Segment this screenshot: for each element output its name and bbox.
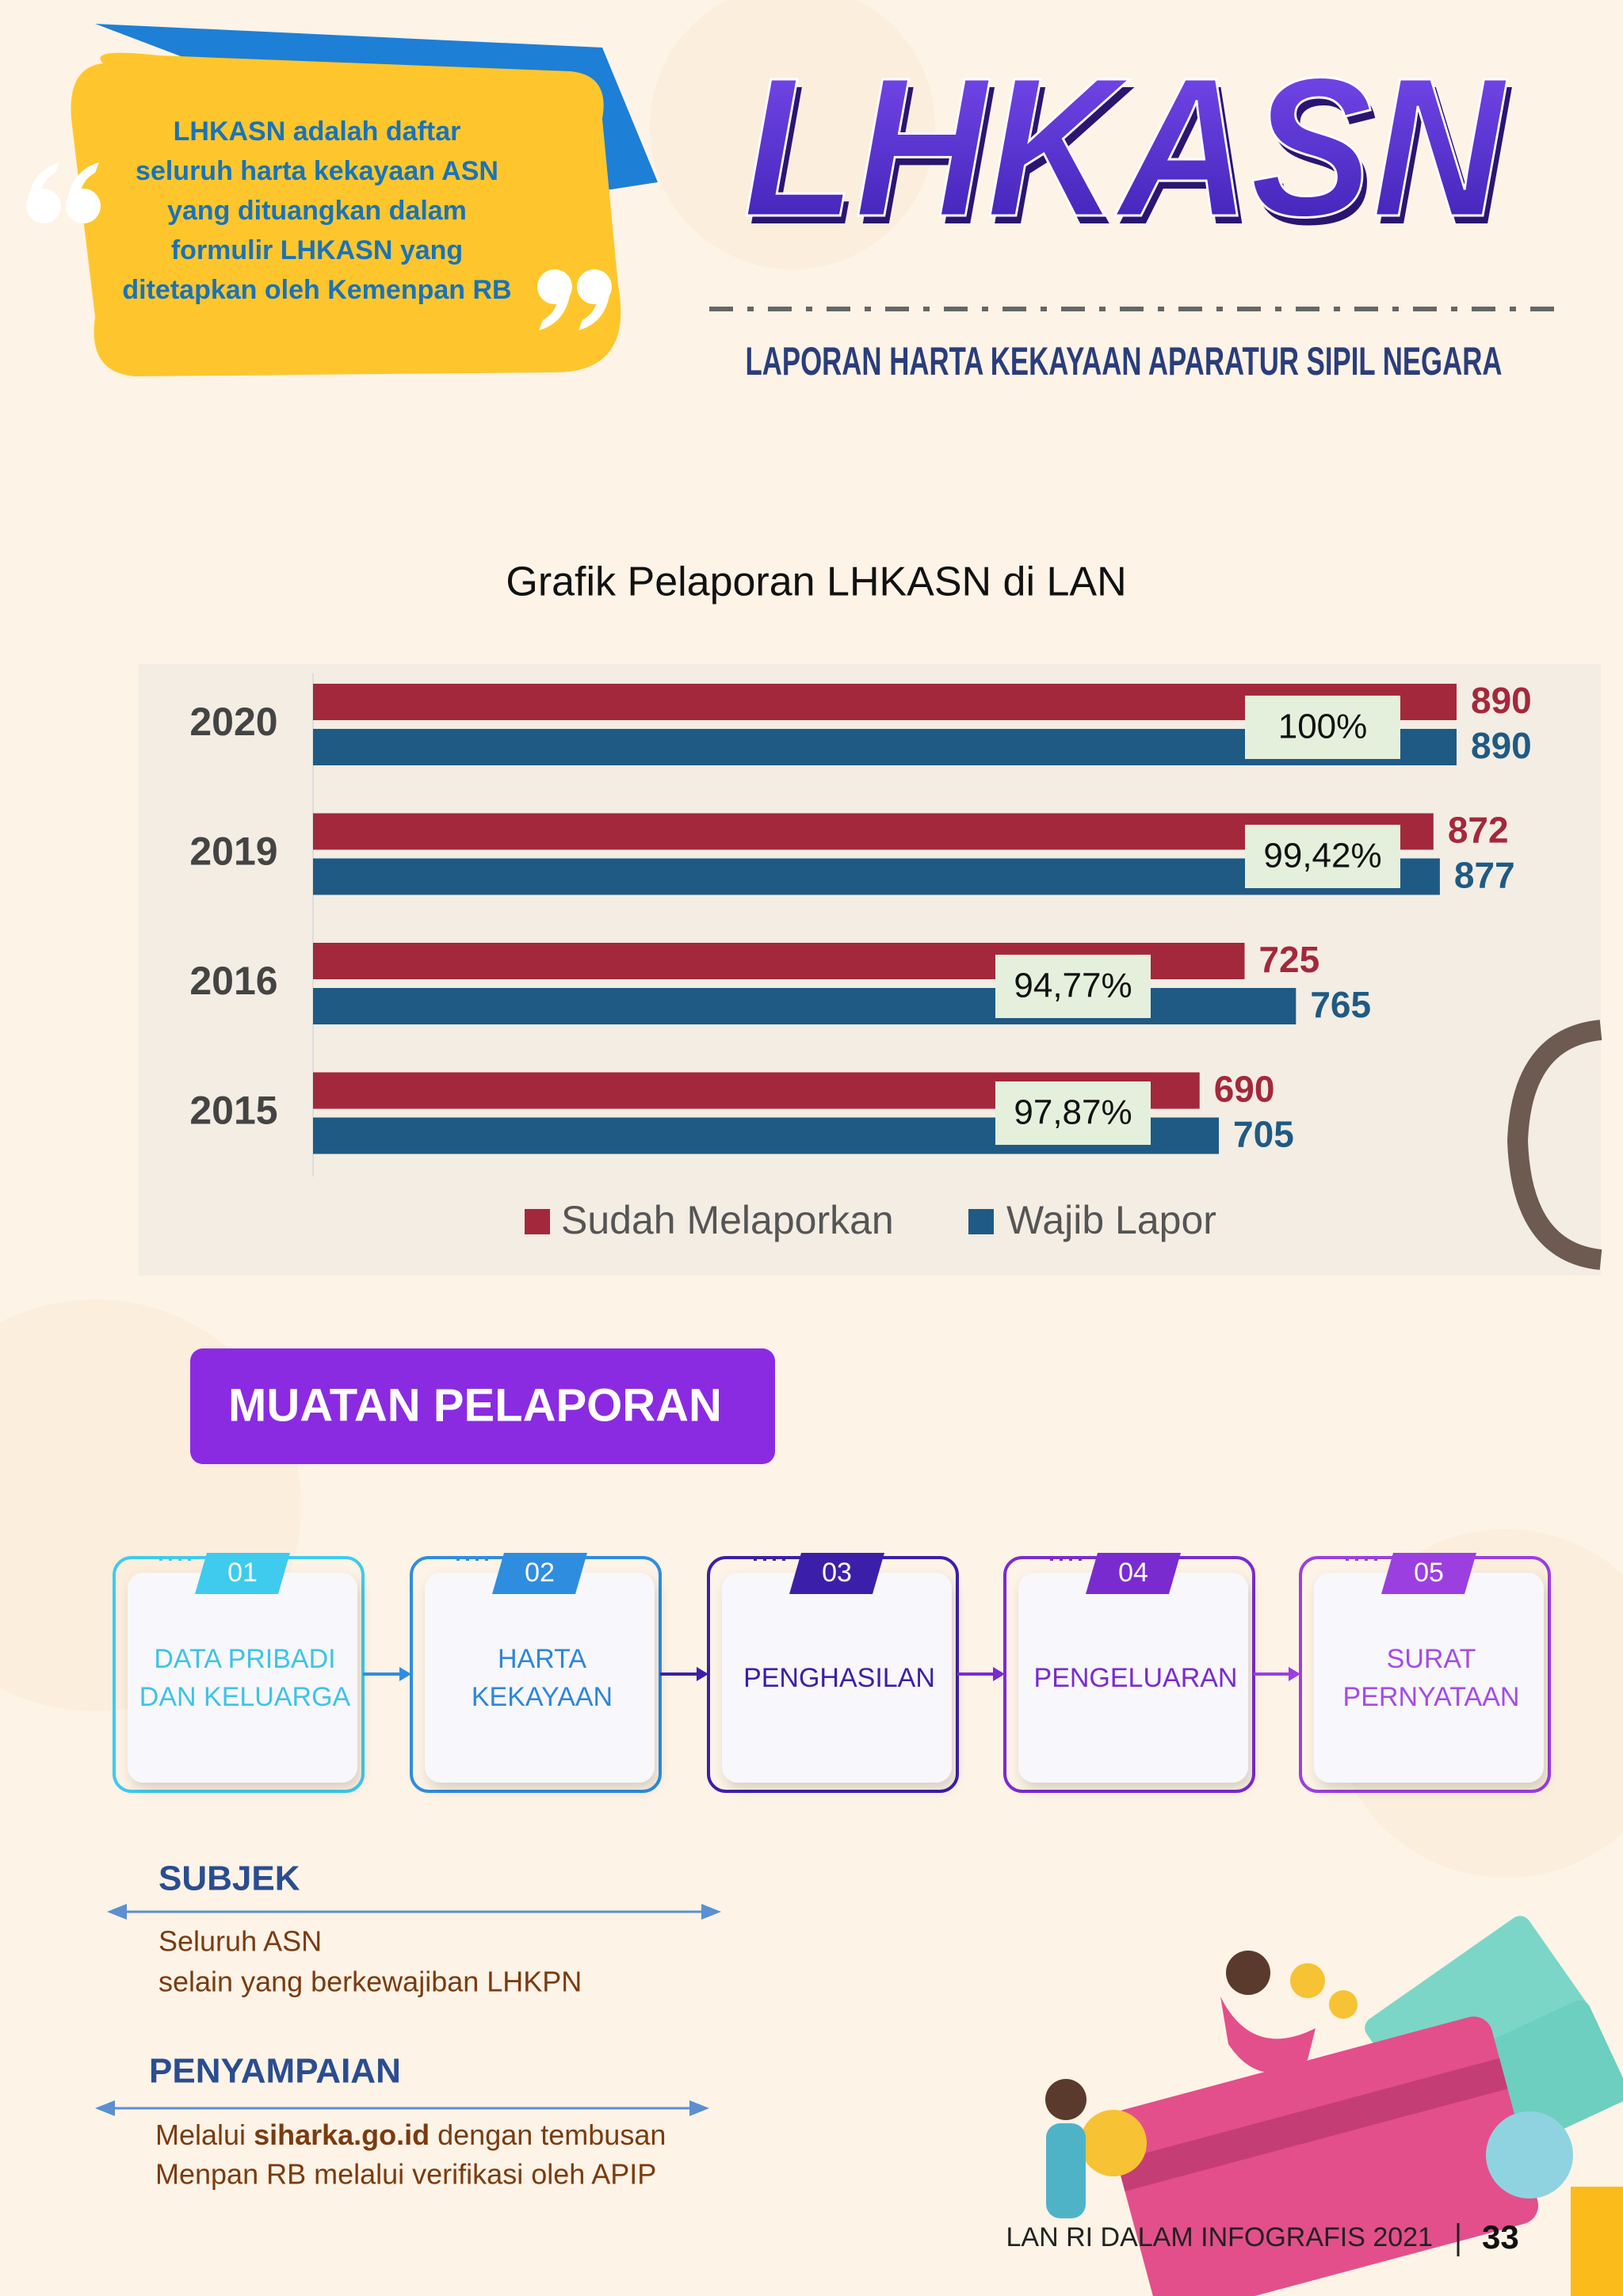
title-shadow: LHKASN: [748, 44, 1512, 265]
quote-open: [26, 162, 101, 223]
quote-line: ditetapkan oleh Kemenpan RB: [122, 275, 511, 305]
quote-line: yang dituangkan dalam: [167, 196, 467, 226]
step-label: PERNYATAAN: [1343, 1682, 1520, 1712]
value-label: 705: [1233, 1114, 1294, 1155]
value-label: 725: [1258, 939, 1319, 980]
step-number: 02: [525, 1558, 555, 1588]
step-card: [128, 1573, 357, 1783]
category-label: 2015: [189, 1089, 277, 1133]
step-label: PENGHASILAN: [743, 1663, 935, 1693]
section-button: [190, 1348, 775, 1464]
value-label: 872: [1448, 810, 1509, 851]
step-arrowhead: [399, 1667, 411, 1681]
step-arrowhead: [1289, 1667, 1300, 1681]
quote-text: LHKASN adalah daftar seluruh harta kekaya…: [122, 116, 511, 305]
annotation: 99,42%: [1263, 837, 1381, 875]
step-tab: [492, 1553, 587, 1594]
step-label: SURAT: [1387, 1644, 1476, 1674]
step-label: KEKAYAAN: [472, 1682, 613, 1712]
value-label: 890: [1471, 725, 1532, 766]
penyampaian-heading: PENYAMPAIAN: [149, 2052, 401, 2091]
penyampaian-line: Melalui siharka.go.id dengan tembusan: [155, 2119, 666, 2151]
step-arrowhead: [993, 1667, 1005, 1681]
step-number: 05: [1414, 1558, 1444, 1588]
value-label: 765: [1310, 984, 1371, 1025]
annotation: 94,77%: [1014, 967, 1132, 1005]
category-label: 2020: [189, 700, 277, 744]
step-card: [722, 1573, 952, 1783]
step-label: DATA PRIBADI: [154, 1644, 335, 1674]
step-card: [1018, 1573, 1248, 1783]
page-number: 33: [1482, 2218, 1519, 2256]
step-number: 04: [1118, 1558, 1148, 1588]
step-number: 01: [227, 1558, 258, 1588]
quote-box: [71, 52, 621, 377]
step-label: DAN KELUARGA: [139, 1682, 351, 1712]
section-title: MUATAN PELAPORAN: [228, 1379, 722, 1431]
annotation-box: [995, 1081, 1151, 1145]
category-label: 2019: [189, 830, 277, 874]
annotation: 97,87%: [1014, 1093, 1132, 1132]
step-card: [425, 1573, 655, 1783]
link-text: siharka.go.id: [254, 2119, 430, 2151]
quote-line: LHKASN adalah daftar: [174, 116, 461, 147]
quote-close: [537, 269, 612, 330]
legend-label: Sudah Melaporkan: [561, 1198, 894, 1242]
illustration: [1045, 1916, 1623, 2296]
penyampaian-line: Menpan RB melalui verifikasi oleh APIP: [155, 2158, 656, 2191]
step-label: PENGELUARAN: [1034, 1663, 1238, 1693]
deco-arc: [1507, 1020, 1602, 1270]
legend-swatch: [525, 1209, 550, 1234]
step-number: 03: [822, 1558, 852, 1588]
category-label: 2016: [189, 959, 277, 1003]
value-label: 877: [1454, 855, 1515, 896]
step-tab: [195, 1553, 290, 1594]
value-label: 890: [1471, 680, 1532, 721]
bg-blob: [650, 0, 935, 269]
step-tab: [1381, 1553, 1476, 1594]
step-label: HARTA: [498, 1644, 586, 1674]
annotation-box: [995, 955, 1151, 1018]
footer-text: LAN RI DALAM INFOGRAFIS 2021: [1006, 2222, 1434, 2252]
value-label: 690: [1214, 1069, 1275, 1110]
footer-bar: [1571, 2187, 1623, 2296]
chart-title: Grafik Pelaporan LHKASN di LAN: [506, 559, 1126, 605]
annotation-box: [1245, 696, 1400, 759]
subjek-line: selain yang berkewajiban LHKPN: [158, 1966, 582, 1998]
subjek-line: Seluruh ASN: [158, 1925, 322, 1958]
annotation-box: [1245, 825, 1400, 888]
steps: 01 DATA PRIBADI DAN KELUARGA 02 HARTA KEKAYAA…: [113, 1553, 1551, 1793]
subtitle: LAPORAN HARTA KEKAYAAN APARATUR SIPIL NE…: [746, 339, 1503, 383]
quote-line: seluruh harta kekayaan ASN: [136, 156, 498, 186]
quote-line: formulir LHKASN yang: [171, 235, 463, 265]
step-tab: [789, 1553, 884, 1594]
step-tab: [1086, 1553, 1181, 1594]
legend-label: Wajib Lapor: [1006, 1198, 1216, 1242]
text: dengan tembusan: [430, 2119, 666, 2151]
text: Melalui: [155, 2119, 254, 2151]
annotation: 100%: [1278, 707, 1368, 746]
subjek-heading: SUBJEK: [158, 1859, 300, 1898]
legend-swatch: [968, 1209, 994, 1234]
step-arrowhead: [697, 1667, 708, 1681]
step-card: [1314, 1573, 1544, 1783]
title: LHKASN: [743, 36, 1507, 257]
